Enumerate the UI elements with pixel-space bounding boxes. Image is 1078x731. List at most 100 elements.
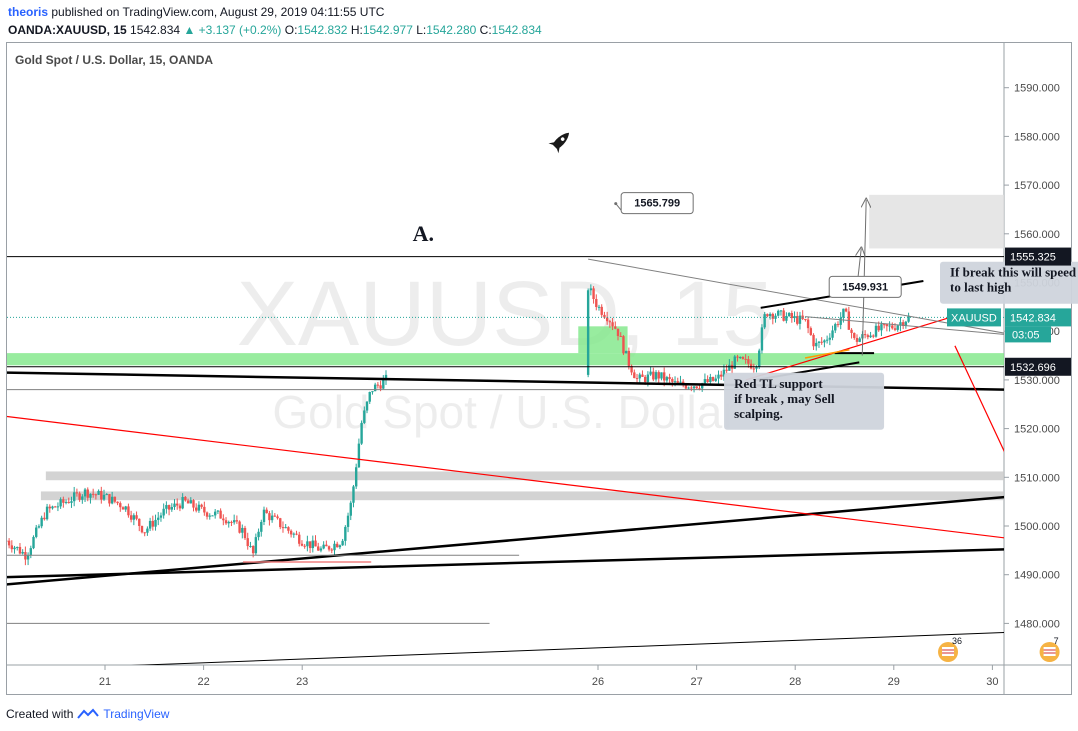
candle-body	[279, 518, 282, 528]
candle-body	[665, 377, 669, 381]
candle	[586, 288, 590, 378]
candle-body	[725, 369, 728, 371]
candle	[595, 294, 598, 311]
candle-body	[300, 543, 304, 546]
y-tick-label: 1520.000	[1014, 424, 1060, 436]
candle	[779, 309, 783, 316]
candle-body	[325, 544, 328, 547]
candle-body	[284, 527, 287, 529]
tradingview-link[interactable]: TradingView	[103, 707, 170, 721]
candle-body	[649, 371, 652, 375]
candle-body	[360, 422, 363, 444]
candle-body	[744, 358, 747, 360]
note-box	[724, 372, 885, 430]
candle-body	[657, 372, 660, 379]
candle	[627, 347, 631, 370]
candle	[850, 328, 853, 339]
candle	[774, 313, 777, 323]
candle-body	[29, 548, 33, 555]
candle	[197, 501, 201, 513]
publish-line: theoris published on TradingView.com, Au…	[8, 5, 384, 19]
x-tick-label: 26	[592, 676, 604, 688]
x-tick-label: 29	[888, 676, 900, 688]
open-label: O:	[284, 23, 298, 37]
candle-body	[303, 545, 306, 547]
candle-body	[720, 374, 723, 377]
orange-segment	[804, 348, 850, 359]
candle-body	[654, 372, 658, 380]
note-text-line: if break , may Sell	[734, 391, 835, 406]
gray-flag-line	[805, 316, 1004, 335]
candle	[336, 541, 339, 548]
candle	[186, 498, 190, 504]
candle-body	[230, 521, 233, 523]
candle-body	[820, 341, 823, 343]
candle	[749, 359, 753, 370]
candle-body	[863, 334, 867, 336]
candle-body	[276, 516, 279, 519]
symbol-tag-label: XAUUSD	[951, 312, 997, 324]
candle	[368, 391, 371, 405]
candle-body	[668, 377, 671, 379]
candle	[249, 541, 252, 548]
candle	[346, 512, 350, 533]
candle	[81, 494, 84, 504]
candle	[317, 542, 320, 551]
flag-field	[942, 647, 955, 656]
candle	[119, 501, 122, 512]
y-tick-label: 1510.000	[1014, 472, 1060, 484]
candle	[619, 332, 622, 337]
candle	[45, 503, 49, 521]
candle-body	[760, 327, 764, 351]
candle-body	[357, 443, 361, 468]
candle-body	[899, 322, 902, 326]
candle	[213, 508, 217, 519]
author-name[interactable]: theoris	[8, 5, 49, 19]
candle	[205, 511, 209, 520]
candle-body	[768, 313, 772, 317]
candle-body	[662, 372, 666, 381]
candle	[59, 497, 62, 509]
candle	[254, 533, 258, 556]
candle	[820, 337, 823, 345]
candle	[176, 498, 179, 510]
close-value: 1542.834	[491, 23, 542, 37]
thin-black-bottom	[131, 632, 1004, 665]
candle	[806, 317, 810, 334]
candle	[896, 324, 899, 332]
candle	[230, 520, 233, 527]
candle-body	[787, 313, 791, 317]
candle-body	[638, 374, 641, 379]
y-tick-label: 1570.000	[1014, 180, 1060, 192]
candle-body	[790, 313, 794, 319]
candle	[638, 372, 641, 384]
candle	[866, 333, 870, 340]
callout-box	[828, 275, 902, 298]
candle	[874, 323, 878, 338]
candle	[744, 354, 747, 364]
candle-body	[319, 548, 323, 551]
x-tick-label: 21	[99, 676, 111, 688]
candle	[384, 370, 388, 385]
quote-line: OANDA:XAUUSD, 15 1542.834 ▲ +3.137 (+0.2…	[8, 23, 542, 37]
candle	[298, 531, 301, 547]
candle	[167, 504, 171, 516]
candle-body	[173, 503, 176, 508]
candle-body	[314, 540, 317, 547]
candle-body	[600, 306, 603, 315]
candle-body	[132, 515, 136, 520]
candle	[760, 324, 764, 354]
candle	[711, 376, 715, 382]
candle-body	[853, 332, 856, 338]
candle	[102, 489, 106, 501]
candle-body	[586, 290, 590, 375]
candle	[148, 517, 152, 532]
candle	[801, 310, 804, 321]
candle-body	[243, 527, 247, 539]
candle	[360, 420, 363, 445]
candle-body	[844, 308, 848, 312]
candle-body	[825, 339, 829, 341]
candle-body	[368, 391, 371, 402]
candle-body	[154, 519, 157, 527]
